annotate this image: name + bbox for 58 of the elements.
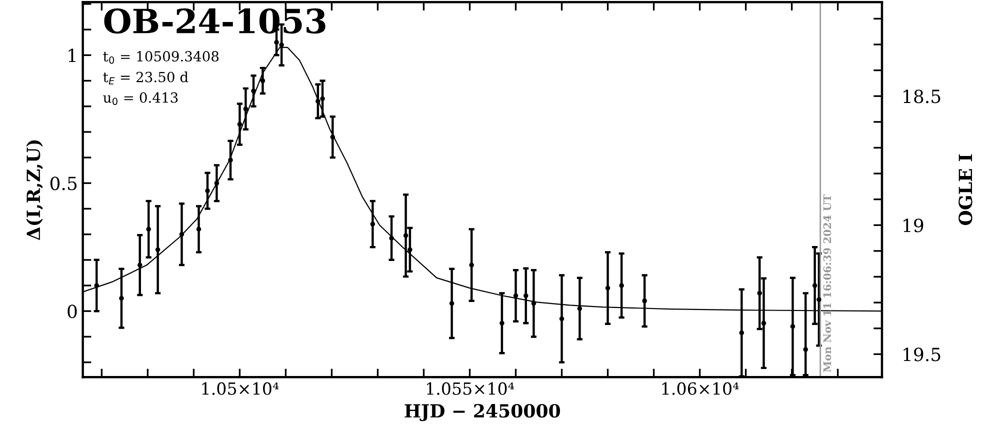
point bbox=[330, 134, 336, 140]
point bbox=[155, 247, 160, 252]
y-axis-title: Δ(I,R,Z,U) bbox=[26, 140, 43, 240]
point bbox=[403, 233, 408, 238]
x-tick-label: 1.05×10⁴ bbox=[202, 382, 279, 395]
point bbox=[316, 98, 320, 104]
point bbox=[531, 301, 536, 306]
point bbox=[790, 324, 796, 329]
y2-tick-label: 18.5 bbox=[904, 90, 940, 104]
point bbox=[559, 316, 564, 322]
point bbox=[757, 290, 762, 296]
y-tick-label: 1 bbox=[68, 48, 76, 62]
point bbox=[205, 188, 210, 194]
point bbox=[279, 42, 284, 48]
point bbox=[228, 158, 233, 162]
point bbox=[243, 106, 248, 112]
point bbox=[803, 347, 808, 352]
point bbox=[469, 262, 474, 268]
point bbox=[179, 232, 184, 237]
point bbox=[260, 78, 266, 84]
point bbox=[449, 301, 454, 306]
point bbox=[320, 96, 325, 102]
y2-tick-label: 19 bbox=[904, 218, 924, 232]
y-tick-label: 0.5 bbox=[50, 176, 77, 190]
point bbox=[214, 180, 220, 186]
annotation: u$_{0}$ = 0.413 bbox=[103, 92, 178, 106]
point bbox=[523, 293, 528, 298]
point bbox=[137, 262, 142, 268]
point bbox=[119, 296, 124, 301]
point bbox=[408, 247, 412, 252]
chart-title: OB-24-1053 bbox=[104, 8, 326, 34]
point bbox=[146, 226, 152, 232]
point bbox=[605, 286, 610, 290]
x-tick-label: 1.055×10⁴ bbox=[426, 382, 514, 395]
point bbox=[500, 320, 504, 326]
point bbox=[237, 122, 242, 127]
point bbox=[251, 88, 256, 94]
x-axis-title: HJD − 2450000 bbox=[404, 404, 560, 422]
point bbox=[619, 283, 624, 288]
point bbox=[816, 297, 822, 302]
point bbox=[94, 283, 100, 288]
point bbox=[577, 306, 582, 311]
y2-axis-title: OGLE I bbox=[958, 154, 972, 226]
point bbox=[274, 40, 279, 45]
point bbox=[642, 298, 647, 304]
point bbox=[370, 222, 376, 226]
y2-tick-label: 19.5 bbox=[904, 348, 940, 362]
point bbox=[739, 330, 744, 336]
point bbox=[513, 293, 518, 298]
point bbox=[812, 283, 818, 288]
point bbox=[761, 320, 766, 326]
annotation: Mon Nov 11 16:06:39 2024 UT bbox=[823, 194, 832, 372]
annotation: t$_{0}$ = 10509.3408 bbox=[103, 51, 219, 64]
annotation: t$_{E}$ = 23.50 d bbox=[103, 72, 188, 84]
y-tick-label: 0 bbox=[68, 304, 77, 318]
point bbox=[389, 236, 394, 241]
x-tick-label: 1.06×10⁴ bbox=[662, 382, 739, 395]
point bbox=[196, 226, 202, 232]
